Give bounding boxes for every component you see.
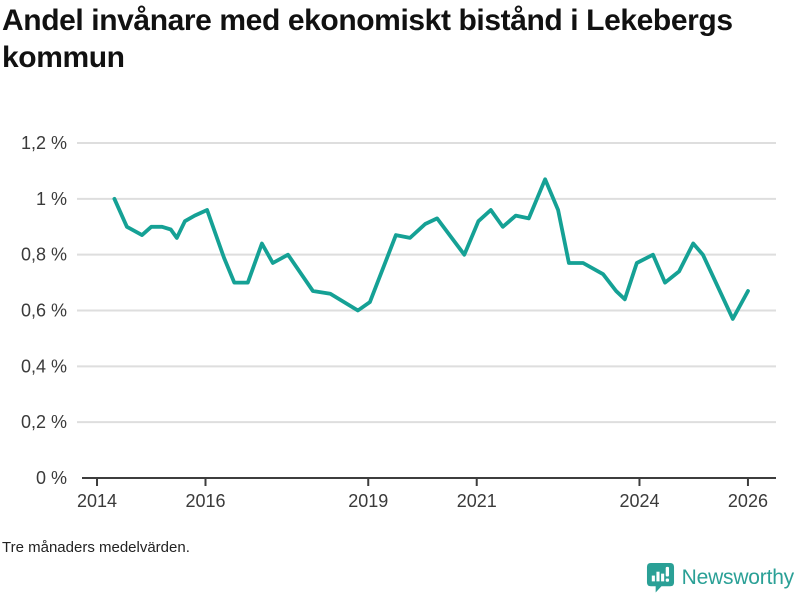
x-tick-label: 2019 [348, 491, 388, 511]
data-line [112, 177, 750, 321]
x-tick-label: 2026 [728, 491, 768, 511]
x-tick-label: 2014 [77, 491, 117, 511]
y-tick-label: 1,2 % [21, 133, 67, 153]
y-tick-label: 0 % [36, 468, 67, 488]
y-tick-label: 0,2 % [21, 412, 67, 432]
newsworthy-logo: Newsworthy [646, 562, 794, 593]
chart-title: Andel invånare med ekonomiskt bistånd i … [2, 4, 733, 74]
newsworthy-wordmark: Newsworthy [681, 565, 795, 589]
y-tick-label: 0,6 % [21, 301, 67, 321]
y-tick-label: 1 % [36, 189, 67, 209]
y-tick-label: 0,8 % [21, 245, 67, 265]
x-tick-label: 2016 [185, 491, 225, 511]
x-tick-label: 2024 [619, 491, 659, 511]
x-tick-label: 2021 [457, 491, 497, 511]
y-tick-label: 0,4 % [21, 356, 67, 376]
chart-footnote: Tre månaders medelvärden. [2, 539, 190, 556]
newsworthy-bars-icon [646, 563, 674, 593]
